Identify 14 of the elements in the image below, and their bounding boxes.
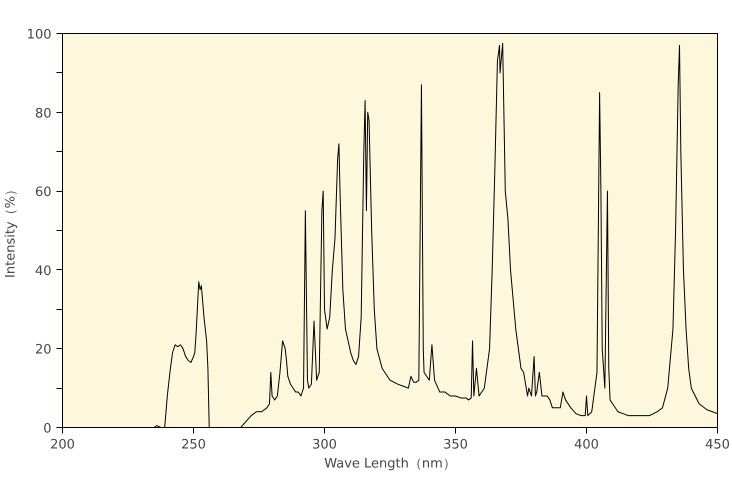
x-tick-label: 250 bbox=[181, 438, 206, 452]
y-tick-label: 80 bbox=[34, 106, 52, 122]
y-tick-label: 40 bbox=[34, 264, 52, 279]
x-tick-label: 300 bbox=[312, 438, 337, 452]
x-axis-title: Wave Length（nm） bbox=[324, 456, 456, 472]
y-axis-title: Intensity（%） bbox=[4, 183, 19, 278]
y-tick-label: 60 bbox=[34, 185, 52, 200]
x-tick-label: 200 bbox=[50, 438, 75, 452]
y-tick-label: 0 bbox=[43, 422, 52, 436]
x-tick-label: 450 bbox=[705, 438, 730, 452]
y-tick-label: 20 bbox=[34, 342, 52, 358]
x-tick-label: 400 bbox=[574, 438, 599, 452]
y-tick-label: 100 bbox=[26, 28, 52, 42]
x-tick-label: 350 bbox=[443, 438, 468, 452]
